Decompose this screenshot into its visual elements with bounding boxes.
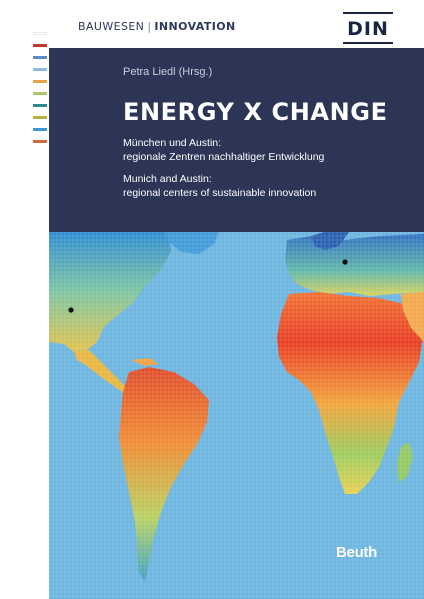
munich-marker <box>342 259 348 265</box>
color-stripe-1 <box>33 32 47 35</box>
subtitle-german-line1: München und Austin: <box>123 137 222 149</box>
pixel-grid-overlay <box>49 232 424 599</box>
color-stripe-4 <box>33 68 47 71</box>
publisher-beuth-logo: Beuth <box>336 544 377 561</box>
din-logo-text: DIN <box>347 18 389 40</box>
series-label: BAUWESEN | INNOVATION <box>78 20 236 33</box>
map-svg <box>49 232 424 599</box>
din-logo: DIN <box>343 12 393 46</box>
subtitle-english: Munich and Austin: regional centers of s… <box>123 172 316 200</box>
series-innovation: INNOVATION <box>154 20 236 33</box>
series-bauwesen: BAUWESEN <box>78 20 145 33</box>
series-separator: | <box>147 20 152 33</box>
title-panel: Petra Liedl (Hrsg.) ENERGY X CHANGE Münc… <box>49 48 424 232</box>
color-stripe-5 <box>33 80 47 83</box>
subtitle-english-line1: Munich and Austin: <box>123 173 212 185</box>
din-logo-bottom-line <box>343 42 393 44</box>
austin-marker <box>68 307 74 313</box>
subtitle-german: München und Austin: regionale Zentren na… <box>123 136 324 164</box>
color-stripe-10 <box>33 140 47 143</box>
subtitle-english-line2: regional centers of sustainable innovati… <box>123 187 317 199</box>
color-stripes <box>33 32 49 152</box>
subtitle-german-line2: regionale Zentren nachhaltiger Entwicklu… <box>123 151 325 163</box>
top-bar <box>49 0 424 48</box>
editor: Petra Liedl (Hrsg.) <box>123 66 213 78</box>
color-stripe-2 <box>33 44 47 47</box>
color-stripe-3 <box>33 56 47 59</box>
color-stripe-9 <box>33 128 47 131</box>
book-title: ENERGY X CHANGE <box>123 98 388 126</box>
color-stripe-7 <box>33 104 47 107</box>
world-map-image <box>49 232 424 599</box>
color-stripe-6 <box>33 92 47 95</box>
din-logo-top-line <box>343 12 393 14</box>
color-stripe-8 <box>33 116 47 119</box>
